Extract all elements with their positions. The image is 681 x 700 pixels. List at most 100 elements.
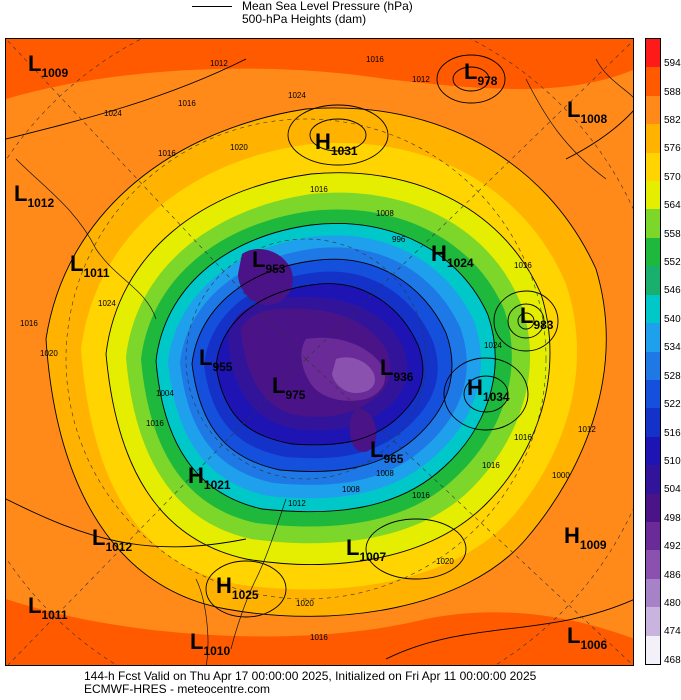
isobar-label: 1012 [288,499,306,508]
pressure-center: H1009 [564,523,607,552]
isobar-label: 1020 [40,349,58,358]
isobar-label: 1016 [178,99,196,108]
colorbar-swatch [646,351,660,381]
isobar-label: 1008 [376,469,394,478]
pressure-center: L983 [520,303,554,332]
mslp-legend-line [192,6,232,7]
colorbar-swatch [646,521,660,551]
pressure-center: L1008 [567,97,608,126]
colorbar-label: 516 [664,427,681,439]
isobar-label: 1020 [296,599,314,608]
isobar-label: 1016 [310,185,328,194]
map-header: Mean Sea Level Pressure (hPa) 500-hPa He… [0,0,681,36]
colorbar-swatch [646,408,660,438]
isobar-label: 1016 [482,461,500,470]
pressure-center: L1009 [28,51,69,80]
pressure-center: L965 [370,437,404,466]
colorbar-label: 504 [664,484,681,496]
colorbar-label: 510 [664,455,681,467]
isobar-label: 1020 [436,557,454,566]
colorbar-swatch [646,209,660,239]
colorbar-swatch [646,237,660,267]
colorbar-label: 534 [664,342,681,354]
pressure-center: L936 [380,355,414,384]
isobar-label: 1004 [156,389,174,398]
weather-map: L1009 L978 L1008 H1031 L1012 L1011 L953 … [5,38,634,666]
isobar-label: 1024 [484,341,502,350]
header-line-1: Mean Sea Level Pressure (hPa) [242,0,413,13]
isobar-label: 996 [392,235,406,244]
colorbar-label: 594 [664,58,681,70]
colorbar-label: 570 [664,171,681,183]
colorbar-label: 576 [664,143,681,155]
colorbar-swatch [646,266,660,296]
pressure-center: H1021 [188,463,231,492]
pressure-center: L1010 [190,629,231,658]
pressure-center: L1011 [70,251,110,280]
isobar-label: 1008 [376,209,394,218]
colorbar-label: 564 [664,200,681,212]
pressure-center: H1031 [315,129,358,158]
colorbar-swatch [646,323,660,352]
colorbar-label: 486 [664,569,681,581]
isobar-label: 1012 [210,59,228,68]
colorbar-label: 558 [664,228,681,240]
colorbar-swatch [646,67,660,97]
isobar-label: 1016 [366,55,384,64]
isobar-label: 1016 [310,633,328,642]
colorbar-label: 540 [664,313,681,325]
colorbar-label: 474 [664,626,681,638]
pressure-center: L1011 [28,593,68,622]
colorbar-swatch [646,152,660,182]
colorbar-label: 582 [664,115,681,127]
colorbar-label: 480 [664,597,681,609]
isobar-label: 1016 [158,149,176,158]
colorbar-label: 588 [664,86,681,98]
colorbar-swatch [646,124,660,154]
pressure-center: L1012 [92,525,133,554]
colorbar-swatch [646,95,660,125]
colorbar-swatch [646,436,660,466]
colorbar-swatch [646,493,660,523]
header-line-2: 500-hPa Heights (dam) [242,12,367,26]
pressure-center: L953 [252,247,286,276]
colorbar-swatch [646,635,660,665]
colorbar-swatch [646,294,660,324]
pressure-center: L1007 [346,535,387,564]
isobar-label: 1012 [412,75,430,84]
isobar-label: 1016 [412,491,430,500]
isobar-label: 1024 [288,91,306,100]
isobar-label: 1016 [514,261,532,270]
colorbar-label: 492 [664,541,681,553]
forecast-valid-text: 144-h Fcst Valid on Thu Apr 17 00:00:00 … [84,669,537,683]
pressure-center: L1012 [14,181,55,210]
pressure-center: L975 [272,373,306,402]
colorbar-swatch [646,578,660,608]
colorbar-label: 468 [664,654,681,666]
isobar-label: 1020 [230,143,248,152]
colorbar-label: 522 [664,399,681,411]
colorbar-label: 498 [664,512,681,524]
colorbar-swatch [646,607,660,637]
height-colorbar [645,38,661,665]
colorbar-swatch [646,465,660,495]
colorbar-swatch [646,181,660,210]
height-field-svg [6,39,633,665]
isobar-label: 1012 [578,425,596,434]
isobar-label: 1024 [98,299,116,308]
pressure-center: H1024 [431,241,474,270]
colorbar-label: 528 [664,370,681,382]
isobar-label: 1016 [514,433,532,442]
colorbar-swatch [646,39,660,68]
pressure-center: L1006 [567,623,608,652]
isobar-label: 1024 [104,109,122,118]
colorbar-label: 546 [664,285,681,297]
isobar-label: 1008 [342,485,360,494]
pressure-center: H1034 [467,375,510,404]
pressure-center: L955 [199,345,233,374]
isobar-label: 1016 [20,319,38,328]
pressure-center: L978 [464,59,498,88]
model-credit-text: ECMWF-HRES - meteocentre.com [84,682,271,696]
isobar-label: 1016 [146,419,164,428]
colorbar-label: 552 [664,257,681,269]
